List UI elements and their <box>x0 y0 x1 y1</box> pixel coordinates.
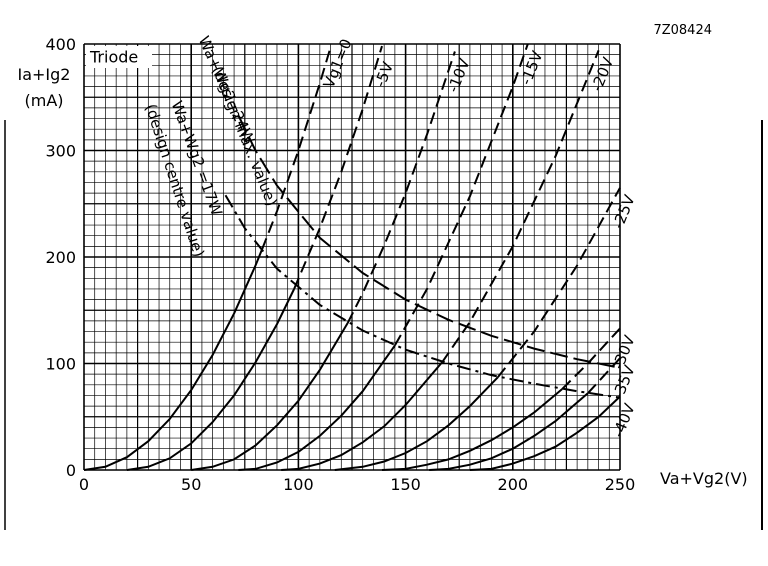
curve <box>441 50 600 363</box>
y-axis-label: (mA) <box>24 91 63 110</box>
y-tick-label: 400 <box>45 35 76 54</box>
curve <box>224 194 621 399</box>
curve <box>191 322 349 471</box>
y-tick-label: 100 <box>45 355 76 374</box>
title-box <box>86 46 152 68</box>
y-axis-label: Ia+Ig2 <box>18 65 71 84</box>
curve <box>497 187 621 378</box>
curves <box>83 43 621 471</box>
curve <box>281 361 443 471</box>
x-tick-label: 250 <box>605 475 636 494</box>
figure-code: 7Z08424 <box>653 23 712 38</box>
x-axis-label: Va+Vg2(V) <box>660 469 748 488</box>
y-tick-label: 200 <box>45 248 76 267</box>
y-tick-label: 0 <box>66 461 76 480</box>
chart-title: Triode <box>89 48 138 67</box>
curve <box>469 395 621 471</box>
curve <box>561 327 621 390</box>
curve <box>238 344 396 471</box>
curve <box>429 392 589 471</box>
curve <box>394 43 529 346</box>
curve <box>237 114 621 369</box>
x-tick-label: 0 <box>79 475 89 494</box>
x-tick-label: 100 <box>283 475 314 494</box>
curve <box>83 249 263 471</box>
curve <box>126 288 295 471</box>
x-tick-label: 50 <box>181 475 201 494</box>
curve <box>381 388 563 471</box>
y-tick-label: 300 <box>45 142 76 161</box>
curve <box>346 51 456 324</box>
curve <box>334 376 499 471</box>
x-tick-label: 150 <box>390 475 421 494</box>
curve <box>261 46 332 250</box>
grid <box>83 43 621 471</box>
x-tick-label: 200 <box>498 475 529 494</box>
curve <box>293 45 383 290</box>
curve <box>587 357 621 394</box>
